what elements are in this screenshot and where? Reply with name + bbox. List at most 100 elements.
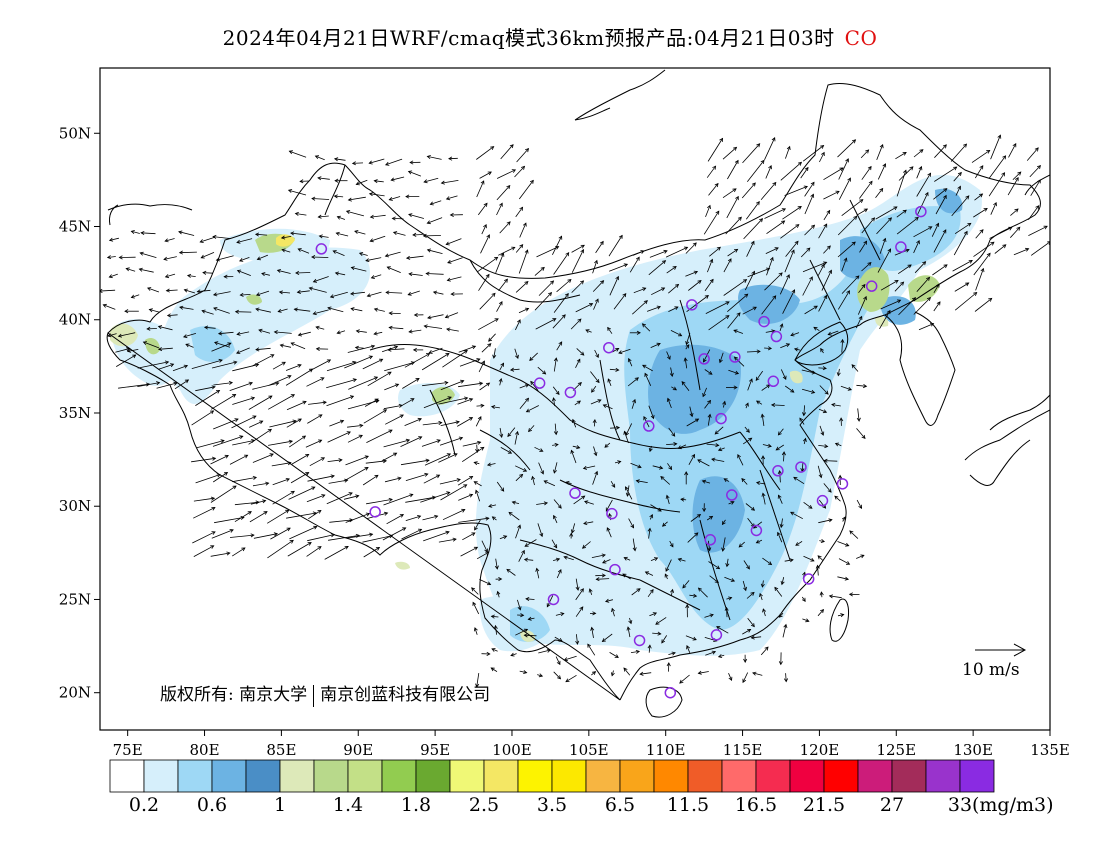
wind-arrow	[423, 324, 443, 329]
wind-arrow	[363, 546, 381, 558]
wind-arrow	[279, 343, 292, 348]
wind-arrow	[741, 182, 756, 199]
wind-arrow	[519, 222, 527, 238]
wind-arrow	[818, 223, 828, 239]
wind-arrow	[666, 266, 677, 274]
wind-arrow	[608, 234, 623, 257]
wind-arrow	[837, 290, 850, 310]
map-frame	[99, 67, 1051, 731]
wind-arrow	[528, 425, 535, 433]
wind-arrow	[765, 247, 779, 254]
wind-arrow	[795, 541, 803, 546]
wind-arrow	[457, 475, 474, 486]
wind-arrow	[514, 165, 526, 178]
wind-arrow	[649, 513, 654, 520]
wind-arrow	[366, 291, 382, 298]
wind-arrow	[697, 459, 710, 467]
wind-arrow	[332, 250, 345, 256]
wind-arrow	[404, 353, 431, 368]
wind-arrow	[334, 271, 346, 276]
station-marker	[802, 573, 815, 585]
wind-arrow	[837, 576, 850, 581]
wind-arrow	[291, 453, 310, 465]
wind-arrow	[819, 385, 829, 395]
wind-arrow	[770, 403, 785, 408]
wind-arrow	[499, 427, 504, 439]
wind-arrow	[988, 155, 1007, 179]
wind-arrow	[287, 189, 307, 196]
station-marker	[547, 593, 560, 606]
wind-arrow	[309, 457, 326, 467]
wind-arrow	[856, 408, 861, 422]
wind-arrow	[229, 381, 253, 391]
colorbar-swatch	[551, 759, 587, 793]
wind-arrow	[478, 318, 499, 331]
wind-arrow	[554, 636, 563, 642]
wind-arrow	[490, 667, 498, 672]
wind-arrow	[491, 516, 497, 521]
wind-arrow	[685, 344, 690, 350]
wind-arrow	[499, 221, 511, 234]
wind-arrow	[438, 453, 458, 463]
wind-arrow	[778, 652, 783, 666]
wind-arrow	[669, 367, 674, 378]
wind-arrow	[556, 278, 572, 293]
wind-arrow	[462, 532, 476, 541]
wind-arrow	[570, 449, 577, 464]
wind-arrow	[553, 357, 558, 372]
wind-arrow	[498, 377, 503, 386]
wind-arrow	[412, 232, 423, 237]
wind-arrow	[215, 255, 234, 262]
wind-arrow	[534, 266, 545, 276]
wind-arrow	[607, 378, 612, 387]
wind-arrow	[572, 445, 581, 450]
wind-arrow	[801, 388, 816, 394]
wind-arrow	[402, 378, 420, 389]
wind-arrow	[602, 404, 613, 410]
wind-arrow	[780, 369, 787, 380]
wind-arrow	[312, 276, 329, 283]
wind-arrow	[277, 308, 288, 313]
wind-arrow	[476, 551, 490, 560]
wind-arrow	[445, 195, 458, 201]
map-title: 2024年04月21日WRF/cmaq模式36km预报产品:04月21日03时 C…	[0, 22, 1100, 51]
wind-arrow	[839, 417, 844, 426]
wind-arrow	[477, 256, 499, 273]
wind-arrow	[641, 323, 651, 332]
wind-arrow	[877, 248, 891, 273]
wind-arrow	[125, 267, 136, 272]
wind-arrow	[649, 249, 668, 258]
wind-arrow	[261, 272, 270, 277]
wind-arrow	[722, 146, 738, 160]
wind-arrow	[627, 357, 633, 367]
station-marker	[643, 420, 655, 432]
wind-arrow	[677, 557, 686, 562]
wind-arrow	[652, 465, 664, 470]
station-marker	[726, 489, 738, 501]
wind-arrow	[537, 523, 544, 538]
wind-arrow	[488, 503, 497, 508]
wind-arrow	[876, 217, 892, 235]
wind-arrow	[610, 670, 615, 677]
wind-arrow	[804, 193, 815, 215]
wind-arrow	[686, 645, 691, 653]
wind-arrow	[456, 417, 474, 427]
wind-arrow	[439, 478, 461, 485]
wind-arrow	[326, 395, 355, 407]
wind-arrow	[490, 405, 500, 410]
wind-arrow	[725, 558, 730, 568]
wind-arrow	[290, 472, 310, 484]
wind-arrow	[950, 143, 968, 162]
wind-arrow	[140, 230, 156, 235]
wind-arrow	[779, 323, 784, 332]
wind-arrow	[475, 673, 480, 688]
wind-arrow	[704, 399, 712, 409]
wind-arrow	[344, 355, 374, 369]
wind-arrow	[671, 386, 678, 391]
wind-arrow	[268, 439, 294, 446]
wind-arrow	[975, 267, 985, 291]
wind-arrow	[802, 144, 825, 162]
wind-arrow	[183, 288, 196, 294]
wind-arrow	[459, 358, 481, 367]
wind-arrow	[476, 180, 485, 198]
